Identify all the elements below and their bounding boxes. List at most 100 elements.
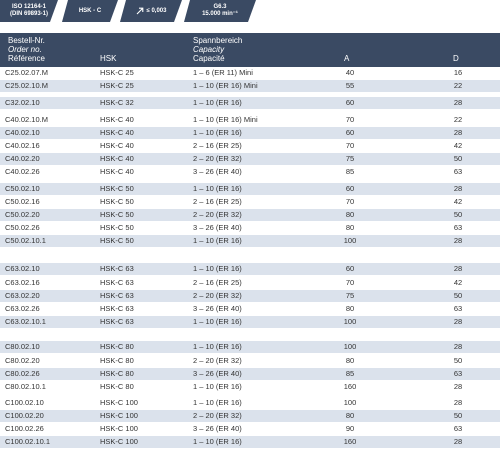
capacity: 3 – 26 (ER 40) [193, 369, 242, 378]
interface-badge: HSK - C [62, 0, 118, 22]
order-number: C63.02.20 [5, 291, 40, 300]
standard-line1: ISO 12164-1 [11, 4, 47, 10]
hsk-size: HSK-C 80 [100, 369, 134, 378]
order-number: C100.02.10.1 [5, 437, 51, 446]
hsk-size: HSK-C 100 [100, 437, 138, 446]
order-number: C40.02.20 [5, 154, 40, 163]
dim-d: 63 [453, 424, 463, 433]
table-row: C63.02.16 HSK-C 63 2 – 16 (ER 25) 70 42 [0, 277, 500, 289]
hsk-size: HSK-C 100 [100, 398, 138, 407]
dim-a: 60 [345, 184, 355, 193]
dim-d: 50 [453, 291, 463, 300]
order-number: C80.02.26 [5, 369, 40, 378]
hsk-size: HSK-C 40 [100, 141, 134, 150]
table-header: Bestell-Nr. Order no. Référence HSK Span… [0, 33, 500, 67]
dim-d: 42 [453, 197, 463, 206]
dim-a: 60 [345, 128, 355, 137]
hsk-size: HSK-C 50 [100, 197, 134, 206]
capacity: 2 – 20 (ER 32) [193, 210, 242, 219]
hsk-size: HSK-C 50 [100, 223, 134, 232]
order-header-en: Order no. [8, 45, 42, 54]
dim-d: 28 [453, 382, 463, 391]
dim-d: 28 [453, 342, 463, 351]
capacity: 1 – 10 (ER 16) [193, 437, 242, 446]
order-number: C25.02.07.M [5, 68, 48, 77]
order-number: C32.02.10 [5, 98, 40, 107]
table-row: C80.02.26 HSK-C 80 3 – 26 (ER 40) 85 63 [0, 368, 500, 380]
dim-a: 80 [345, 304, 355, 313]
capacity: 3 – 26 (ER 40) [193, 424, 242, 433]
capacity: 2 – 20 (ER 32) [193, 154, 242, 163]
hsk-size: HSK-C 100 [100, 424, 138, 433]
order-number: C50.02.10 [5, 184, 40, 193]
table-row: C40.02.16 HSK-C 40 2 – 16 (ER 25) 70 42 [0, 140, 500, 152]
dim-d: 16 [453, 68, 463, 77]
dim-d: 28 [453, 398, 463, 407]
dim-d: 28 [453, 184, 463, 193]
dim-a: 80 [345, 356, 355, 365]
hsk-column-header: HSK [100, 54, 117, 63]
dim-a: 90 [345, 424, 355, 433]
dim-a: 100 [343, 317, 357, 326]
capacity-header-de: Spannbereich [193, 36, 243, 45]
capacity: 1 – 10 (ER 16) [193, 236, 242, 245]
table-row: C100.02.10.1 HSK-C 100 1 – 10 (ER 16) 16… [0, 436, 500, 448]
balance-badge: G6.3 15.000 min⁻¹ [184, 0, 256, 22]
capacity: 3 – 26 (ER 40) [193, 223, 242, 232]
table-row: C40.02.26 HSK-C 40 3 – 26 (ER 40) 85 63 [0, 166, 500, 178]
order-number: C25.02.10.M [5, 81, 48, 90]
capacity: 2 – 20 (ER 32) [193, 291, 242, 300]
d-column-header: D [453, 54, 459, 63]
hsk-size: HSK-C 63 [100, 278, 134, 287]
hsk-size: HSK-C 63 [100, 304, 134, 313]
table-row: C80.02.10.1 HSK-C 80 1 – 10 (ER 16) 160 … [0, 381, 500, 393]
dim-a: 75 [345, 154, 355, 163]
hsk-size: HSK-C 50 [100, 184, 134, 193]
order-number: C100.02.26 [5, 424, 44, 433]
hsk-size: HSK-C 63 [100, 291, 134, 300]
hsk-size: HSK-C 80 [100, 356, 134, 365]
table-row: C63.02.20 HSK-C 63 2 – 20 (ER 32) 75 50 [0, 290, 500, 302]
table-row: C100.02.10 HSK-C 100 1 – 10 (ER 16) 100 … [0, 397, 500, 409]
table-row: C50.02.20 HSK-C 50 2 – 20 (ER 32) 80 50 [0, 209, 500, 221]
order-number: C50.02.26 [5, 223, 40, 232]
order-number: C63.02.10 [5, 264, 40, 273]
dim-a: 80 [345, 223, 355, 232]
dim-d: 22 [453, 115, 463, 124]
capacity: 1 – 10 (ER 16) Mini [193, 81, 258, 90]
capacity-header-en: Capacity [193, 45, 225, 54]
capacity: 1 – 10 (ER 16) [193, 317, 242, 326]
dim-d: 63 [453, 369, 463, 378]
order-number: C80.02.10.1 [5, 382, 46, 391]
hsk-size: HSK-C 40 [100, 167, 134, 176]
hsk-size: HSK-C 40 [100, 128, 134, 137]
capacity: 1 – 10 (ER 16) [193, 184, 242, 193]
order-number: C50.02.16 [5, 197, 40, 206]
standard-badge: ISO 12164-1 (DIN 69893-1) [0, 0, 58, 22]
order-header-fr: Référence [8, 54, 45, 63]
balance-grade: G6.3 [213, 4, 227, 10]
dim-a: 55 [345, 81, 355, 90]
capacity-column-header: Spannbereich Capacity Capacité [193, 36, 242, 63]
runout-badge: ≤ 0,003 [120, 0, 182, 22]
order-number: C63.02.10.1 [5, 317, 46, 326]
hsk-size: HSK-C 50 [100, 210, 134, 219]
hsk-size: HSK-C 40 [100, 154, 134, 163]
table-row: C40.02.10 HSK-C 40 1 – 10 (ER 16) 60 28 [0, 127, 500, 139]
dim-a: 160 [343, 382, 357, 391]
order-number: C63.02.26 [5, 304, 40, 313]
order-number: C80.02.20 [5, 356, 40, 365]
order-number: C63.02.16 [5, 278, 40, 287]
table-row: C50.02.10 HSK-C 50 1 – 10 (ER 16) 60 28 [0, 183, 500, 195]
table-row: C25.02.10.M HSK-C 25 1 – 10 (ER 16) Mini… [0, 80, 500, 92]
dim-a: 75 [345, 291, 355, 300]
dim-a: 70 [345, 115, 355, 124]
capacity: 2 – 16 (ER 25) [193, 197, 242, 206]
capacity: 3 – 26 (ER 40) [193, 304, 242, 313]
dim-d: 50 [453, 411, 463, 420]
capacity: 1 – 10 (ER 16) [193, 398, 242, 407]
table-row: C50.02.26 HSK-C 50 3 – 26 (ER 40) 80 63 [0, 222, 500, 234]
a-column-header: A [344, 54, 350, 63]
capacity: 2 – 20 (ER 32) [193, 356, 242, 365]
order-number: C50.02.20 [5, 210, 40, 219]
